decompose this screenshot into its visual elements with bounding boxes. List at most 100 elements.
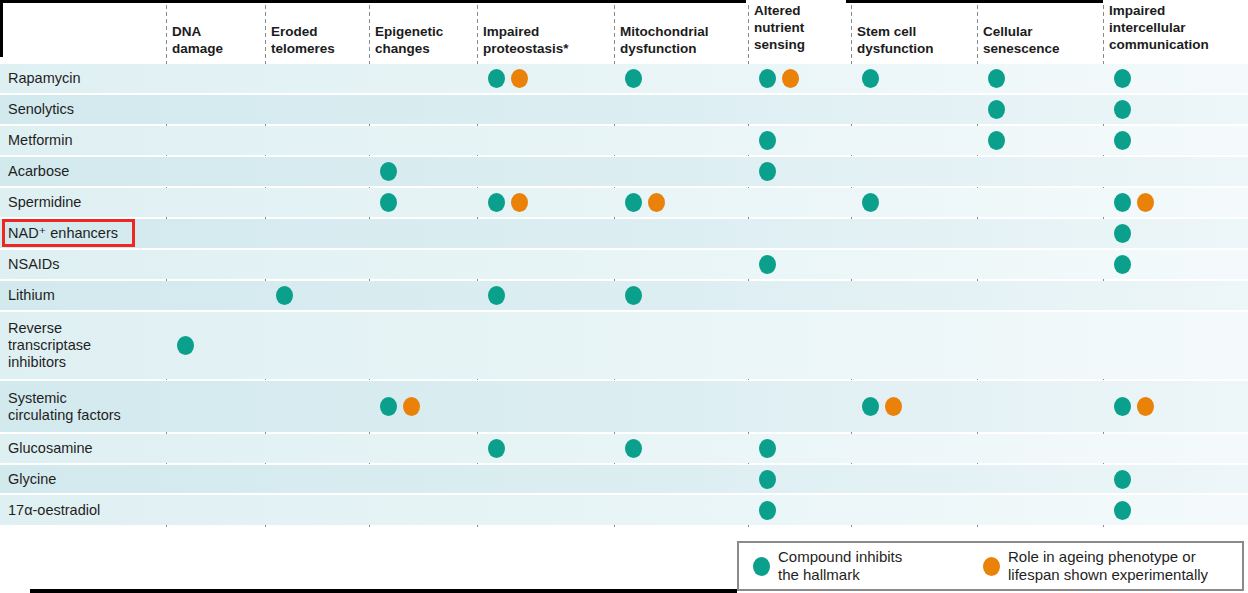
- row-label: Rapamycin: [0, 64, 166, 93]
- inhibits-dot-icon: [988, 131, 1005, 150]
- matrix-cell: [748, 281, 851, 310]
- experimental-dot-icon: [983, 557, 1000, 576]
- matrix-cell: [977, 157, 1103, 186]
- matrix-cell: [166, 465, 265, 493]
- matrix-cell: [977, 465, 1103, 493]
- matrix-cell: [369, 434, 477, 463]
- matrix-cell: [265, 126, 369, 155]
- inhibits-dot-icon: [759, 439, 776, 458]
- matrix-cell: [166, 434, 265, 463]
- table-row-systemic-circulating-factors: Systemic circulating factors: [0, 381, 1248, 432]
- inhibits-dot-icon: [625, 286, 642, 305]
- row-label: Senolytics: [0, 95, 166, 124]
- matrix-cell: [977, 219, 1103, 248]
- matrix-cell: [265, 495, 369, 525]
- matrix-cell: [477, 434, 614, 463]
- table-row-glycine: Glycine: [0, 465, 1248, 493]
- legend-box: Compound inhibits the hallmark Role in a…: [737, 541, 1244, 591]
- matrix-cell: [614, 219, 748, 248]
- matrix-cell: [614, 126, 748, 155]
- experimental-dot-icon: [885, 397, 902, 416]
- inhibits-dot-icon: [1114, 69, 1131, 88]
- matrix-cell: [166, 64, 265, 93]
- column-header-epigenetic-changes: Epigenetic changes: [369, 0, 477, 63]
- matrix-cell: [614, 157, 748, 186]
- matrix-cell: [977, 250, 1103, 279]
- matrix-cell: [166, 126, 265, 155]
- matrix-cell: [369, 281, 477, 310]
- column-header-altered-nutrient-sensing: Altered nutrient sensing: [748, 0, 851, 63]
- matrix-cell: [477, 219, 614, 248]
- matrix-cell: [1103, 312, 1248, 379]
- figure-bottom-border: [30, 589, 737, 593]
- matrix-cell: [166, 95, 265, 124]
- matrix-cell: [369, 188, 477, 217]
- matrix-cell: [369, 495, 477, 525]
- row-label: 17α-oestradiol: [0, 495, 166, 525]
- inhibits-dot-icon: [380, 193, 397, 212]
- matrix-cell: [369, 312, 477, 379]
- matrix-cell: [748, 188, 851, 217]
- matrix-cell: [977, 495, 1103, 525]
- experimental-dot-icon: [782, 69, 799, 88]
- matrix-cell: [477, 465, 614, 493]
- matrix-cell: [851, 250, 977, 279]
- matrix-cell: [614, 250, 748, 279]
- matrix-cell: [477, 126, 614, 155]
- matrix-cell: [851, 434, 977, 463]
- inhibits-dot-icon: [1114, 224, 1131, 243]
- matrix-cell: [477, 381, 614, 432]
- highlight-box: [2, 219, 135, 247]
- matrix-cell: [369, 219, 477, 248]
- matrix-cell: [265, 281, 369, 310]
- row-label: Glycine: [0, 465, 166, 493]
- inhibits-dot-icon: [1114, 470, 1131, 489]
- matrix-cell: [265, 188, 369, 217]
- matrix-cell: [166, 312, 265, 379]
- matrix-cell: [369, 126, 477, 155]
- matrix-cell: [977, 95, 1103, 124]
- matrix-cell: [748, 250, 851, 279]
- table-row-metformin: Metformin: [0, 126, 1248, 155]
- inhibits-dot-icon: [1114, 193, 1131, 212]
- matrix-cell: [477, 64, 614, 93]
- row-label: Systemic circulating factors: [0, 381, 166, 432]
- column-header-cellular-senescence: Cellular senescence: [977, 0, 1103, 63]
- inhibits-dot-icon: [625, 439, 642, 458]
- matrix-cell: [851, 64, 977, 93]
- inhibits-dot-icon: [1114, 397, 1131, 416]
- experimental-dot-icon: [648, 193, 665, 212]
- row-label: NSAIDs: [0, 250, 166, 279]
- inhibits-dot-icon: [753, 557, 770, 576]
- experimental-dot-icon: [403, 397, 420, 416]
- inhibits-dot-icon: [488, 286, 505, 305]
- column-header-mitochondrial-dysfunction: Mitochondrial dysfunction: [614, 0, 748, 63]
- matrix-cell: [166, 495, 265, 525]
- matrix-cell: [614, 465, 748, 493]
- inhibits-dot-icon: [488, 439, 505, 458]
- matrix-cell: [265, 250, 369, 279]
- matrix-cell: [851, 95, 977, 124]
- inhibits-dot-icon: [177, 336, 194, 355]
- matrix-cell: [166, 381, 265, 432]
- inhibits-dot-icon: [276, 286, 293, 305]
- inhibits-dot-icon: [759, 255, 776, 274]
- experimental-dot-icon: [1137, 193, 1154, 212]
- matrix-cell: [851, 188, 977, 217]
- matrix-cell: [851, 281, 977, 310]
- matrix-cell: [748, 381, 851, 432]
- matrix-cell: [1103, 95, 1248, 124]
- matrix-cell: [748, 312, 851, 379]
- row-label: Reverse transcriptase inhibitors: [0, 312, 166, 379]
- table-row-acarbose: Acarbose: [0, 157, 1248, 186]
- matrix-cell: [614, 381, 748, 432]
- inhibits-dot-icon: [759, 131, 776, 150]
- table-row-spermidine: Spermidine: [0, 188, 1248, 217]
- matrix-cell: [477, 95, 614, 124]
- inhibits-dot-icon: [380, 397, 397, 416]
- matrix-cell: [1103, 250, 1248, 279]
- table-row-senolytics: Senolytics: [0, 95, 1248, 124]
- matrix-cell: [1103, 157, 1248, 186]
- matrix-cell: [369, 95, 477, 124]
- column-header-eroded-telomeres: Eroded telomeres: [265, 0, 369, 63]
